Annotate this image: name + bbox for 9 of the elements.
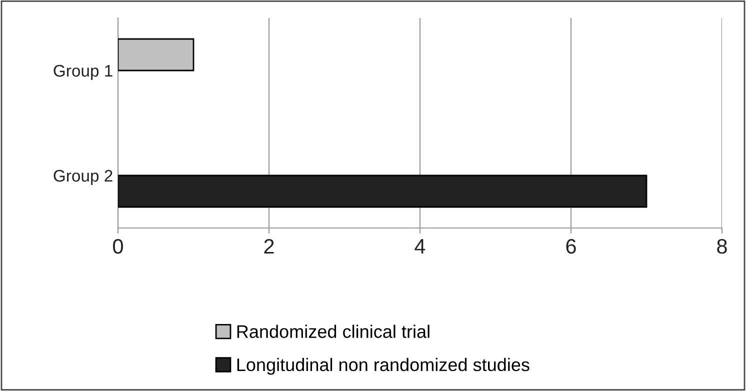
x-tick-label: 2 <box>264 238 274 254</box>
x-tick-label: 0 <box>113 238 123 254</box>
y-tick-label: Group 2 <box>54 170 112 185</box>
y-tick-label: Group 1 <box>54 64 112 80</box>
x-tick-label: 6 <box>566 238 576 254</box>
x-tick-label: 4 <box>414 239 426 254</box>
x-tick-label: 8 <box>717 238 727 254</box>
legend-label: Longitudinal non randomized studies <box>237 358 530 375</box>
legend-label: Randomized clinical trial <box>237 324 430 338</box>
